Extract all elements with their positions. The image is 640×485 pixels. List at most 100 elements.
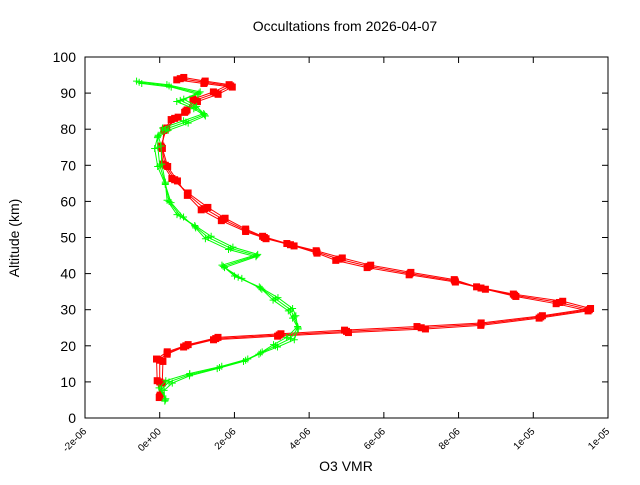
y-tick-label: 60 bbox=[60, 193, 76, 209]
data-point bbox=[173, 98, 181, 106]
data-point bbox=[218, 362, 226, 370]
y-tick-label: 0 bbox=[68, 410, 76, 426]
data-point bbox=[162, 395, 170, 403]
data-point bbox=[156, 391, 164, 399]
series-0 bbox=[153, 73, 595, 402]
data-point bbox=[162, 377, 170, 385]
data-point bbox=[184, 189, 192, 197]
data-point bbox=[153, 355, 161, 363]
data-point bbox=[481, 285, 489, 293]
data-point bbox=[209, 88, 217, 96]
data-point bbox=[552, 300, 560, 308]
data-point bbox=[191, 221, 199, 229]
data-point bbox=[277, 330, 285, 338]
data-point bbox=[157, 142, 165, 150]
data-point bbox=[189, 95, 197, 103]
data-point bbox=[332, 256, 340, 264]
data-point bbox=[163, 124, 171, 132]
data-point bbox=[218, 261, 226, 269]
x-tick-label: 1e-05 bbox=[586, 426, 612, 452]
data-point bbox=[180, 343, 188, 351]
data-point bbox=[338, 254, 346, 262]
data-point bbox=[197, 206, 205, 214]
data-point bbox=[173, 177, 181, 185]
data-point bbox=[587, 305, 595, 312]
data-point bbox=[167, 116, 175, 124]
data-point bbox=[477, 319, 485, 327]
data-point bbox=[173, 76, 181, 84]
data-point bbox=[283, 240, 291, 248]
data-point bbox=[158, 379, 166, 387]
data-point bbox=[413, 323, 421, 331]
data-point bbox=[270, 341, 278, 349]
data-point bbox=[294, 323, 302, 331]
data-point bbox=[341, 326, 349, 334]
data-point bbox=[193, 102, 201, 110]
data-point bbox=[292, 312, 300, 320]
data-point bbox=[138, 79, 146, 87]
data-point bbox=[163, 81, 171, 89]
data-point bbox=[274, 294, 282, 302]
data-point bbox=[158, 160, 166, 168]
data-point bbox=[538, 312, 546, 320]
data-point bbox=[164, 163, 172, 170]
data-point bbox=[290, 336, 298, 344]
data-point bbox=[163, 196, 171, 204]
data-point bbox=[239, 357, 247, 365]
x-tick-label: 2e-06 bbox=[213, 426, 239, 452]
data-point bbox=[174, 113, 182, 121]
data-point bbox=[160, 386, 168, 394]
data-point bbox=[221, 214, 229, 222]
data-point bbox=[186, 369, 194, 377]
data-point bbox=[155, 384, 163, 392]
data-point bbox=[168, 175, 176, 183]
data-point bbox=[509, 290, 517, 298]
data-point bbox=[183, 106, 191, 114]
series-line bbox=[159, 78, 590, 397]
data-point bbox=[159, 357, 167, 365]
data-point bbox=[559, 297, 567, 305]
data-point bbox=[154, 163, 162, 170]
plot-area bbox=[133, 73, 595, 405]
data-point bbox=[176, 75, 184, 83]
series-line bbox=[155, 76, 591, 396]
data-point bbox=[173, 211, 181, 219]
data-point bbox=[159, 124, 167, 132]
y-tick-label: 30 bbox=[60, 302, 76, 318]
data-point bbox=[363, 264, 371, 272]
data-point bbox=[213, 365, 221, 373]
data-point bbox=[217, 217, 225, 225]
data-point bbox=[344, 329, 352, 337]
data-point bbox=[289, 305, 297, 312]
series-line bbox=[158, 79, 589, 398]
data-point bbox=[450, 276, 458, 284]
data-point bbox=[161, 178, 169, 186]
y-tick-label: 80 bbox=[60, 121, 76, 137]
data-point bbox=[154, 143, 162, 151]
data-point bbox=[164, 126, 172, 134]
data-point bbox=[210, 336, 218, 344]
chart-title: Occultations from 2026-04-07 bbox=[253, 18, 438, 34]
data-point bbox=[184, 341, 192, 349]
y-tick-label: 10 bbox=[60, 374, 76, 390]
data-point bbox=[269, 296, 277, 304]
data-point bbox=[204, 203, 212, 211]
data-point bbox=[284, 307, 292, 315]
x-tick-label: 0e+00 bbox=[136, 426, 164, 454]
data-point bbox=[214, 333, 222, 341]
data-point bbox=[259, 232, 267, 240]
data-point bbox=[184, 119, 192, 127]
data-point bbox=[230, 272, 238, 280]
series-line bbox=[136, 80, 299, 400]
data-point bbox=[153, 377, 161, 385]
y-tick-label: 70 bbox=[60, 157, 76, 173]
data-point bbox=[283, 333, 291, 341]
y-tick-label: 100 bbox=[53, 49, 77, 65]
data-point bbox=[290, 242, 298, 250]
y-tick-label: 90 bbox=[60, 85, 76, 101]
data-point bbox=[229, 243, 237, 251]
x-tick-label: -2e-06 bbox=[61, 426, 90, 455]
data-point bbox=[168, 379, 176, 387]
